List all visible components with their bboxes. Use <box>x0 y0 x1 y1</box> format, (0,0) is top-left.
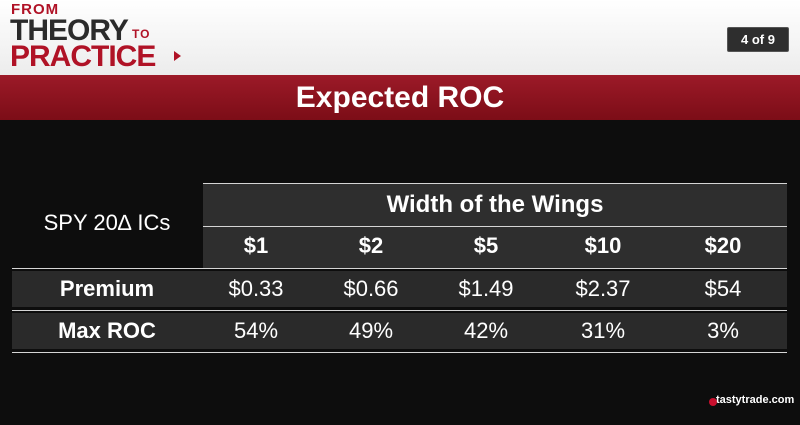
play-arrow-icon <box>174 51 181 61</box>
slide-counter-badge: 4 of 9 <box>727 27 789 52</box>
table-cell: 54% <box>233 318 279 343</box>
table-header-band <box>203 183 787 268</box>
table-cell: 31% <box>580 318 626 343</box>
column-header: $1 <box>243 233 269 258</box>
table-cell: $0.66 <box>343 276 399 301</box>
table-cell: 49% <box>348 318 394 343</box>
title-bar: Expected ROC <box>0 75 800 120</box>
table-cell: $1.49 <box>458 276 514 301</box>
logo-practice-text: PRACTICE <box>10 40 156 73</box>
width-of-wings-header: Width of the Wings <box>386 191 604 218</box>
row-label-premium: Premium <box>59 276 155 301</box>
column-header: $10 <box>584 233 622 258</box>
slide-title: Expected ROC <box>295 81 505 114</box>
table-row <box>12 271 787 307</box>
show-logo: FROM THEORY TO PRACTICE <box>8 0 188 75</box>
column-header: $2 <box>358 233 384 258</box>
table-row-rule <box>12 268 787 269</box>
table-cell: $0.33 <box>228 276 284 301</box>
table-row <box>12 313 787 349</box>
table-cell: 3% <box>707 318 739 343</box>
table-top-rule <box>203 183 787 184</box>
logo-theory-text: THEORY <box>10 14 129 47</box>
table-cell: 42% <box>463 318 509 343</box>
table-row-rule <box>12 310 787 311</box>
brand-watermark: tastytrade.com <box>716 394 795 406</box>
logo-to-text: TO <box>132 27 151 41</box>
table-corner-label: SPY 20∆ ICs <box>43 210 171 235</box>
column-header: $5 <box>473 233 499 258</box>
table-cell: $2.37 <box>575 276 631 301</box>
table-cell: $54 <box>704 276 742 301</box>
header-bar: FROM THEORY TO PRACTICE 4 of 9 <box>0 0 800 75</box>
row-label-max-roc: Max ROC <box>58 318 156 343</box>
cherry-icon <box>709 398 717 406</box>
table-bottom-rule <box>12 352 787 353</box>
header-divider-rule <box>203 226 787 227</box>
column-header: $20 <box>704 233 742 258</box>
logo-from-text: FROM <box>11 1 60 18</box>
